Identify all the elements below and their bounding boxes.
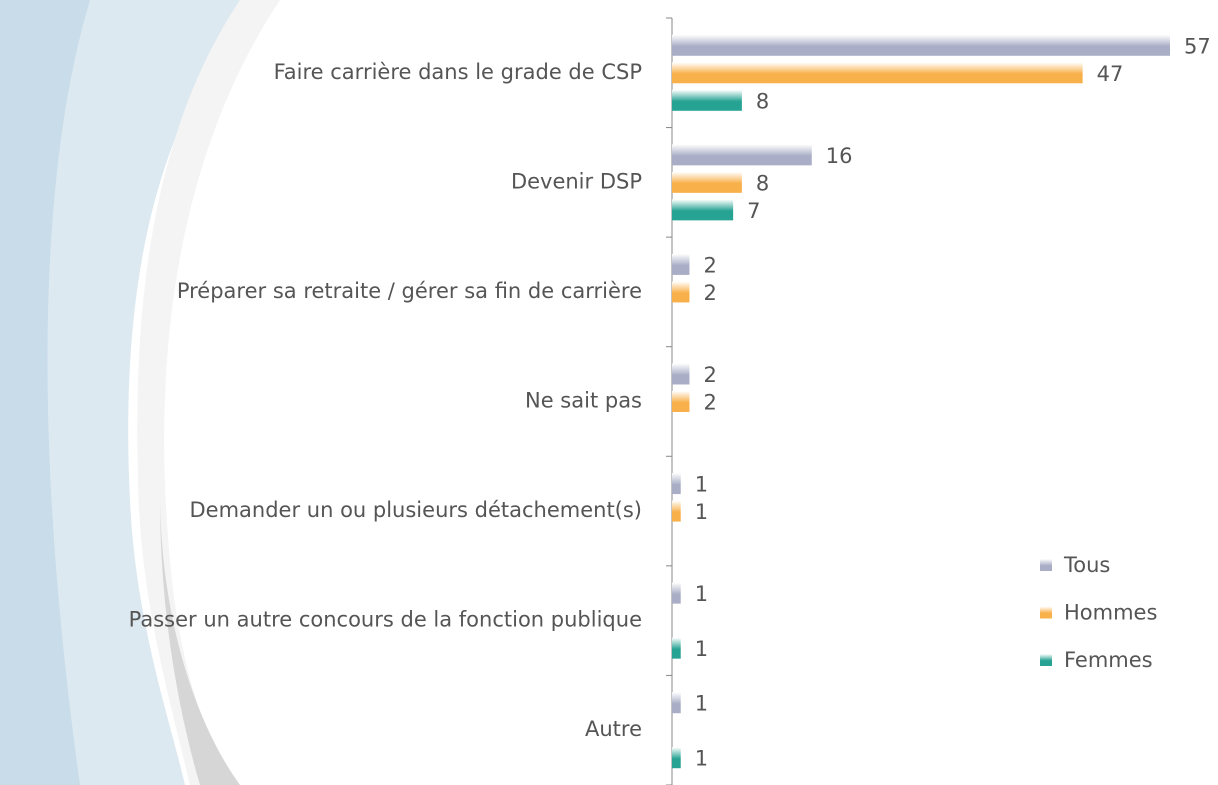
legend-marker	[1040, 654, 1052, 666]
category-label: Ne sait pas	[525, 389, 642, 413]
value-label: 1	[695, 473, 708, 497]
category-label: Faire carrière dans le grade de CSP	[274, 60, 642, 84]
bar	[672, 253, 690, 275]
category-label: Passer un autre concours de la fonction …	[129, 608, 642, 632]
value-label: 1	[695, 692, 708, 716]
legend-label: Femmes	[1064, 648, 1153, 672]
value-label: 47	[1097, 62, 1124, 86]
value-label: 2	[703, 363, 716, 387]
background-decoration	[0, 0, 280, 785]
bar	[672, 34, 1170, 56]
bar	[672, 391, 690, 412]
category-label: Demander un ou plusieurs détachement(s)	[189, 498, 642, 522]
value-label: 16	[826, 144, 853, 168]
bar	[672, 89, 742, 111]
legend-label: Hommes	[1064, 601, 1157, 625]
legend-marker	[1040, 559, 1052, 571]
value-label: 57	[1184, 34, 1211, 58]
value-label: 8	[756, 89, 769, 113]
bar	[672, 747, 681, 769]
bar	[672, 281, 690, 303]
category-label: Préparer sa retraite / gérer sa fin de c…	[177, 279, 642, 303]
bar	[672, 473, 681, 495]
bar	[672, 171, 742, 193]
value-label: 1	[695, 637, 708, 661]
legend-marker	[1040, 606, 1052, 619]
bar	[672, 363, 690, 385]
value-label: 8	[756, 171, 769, 195]
value-label: 1	[695, 582, 708, 606]
bar	[672, 144, 812, 166]
bar	[672, 637, 681, 659]
value-label: 2	[703, 253, 716, 277]
bar	[672, 500, 681, 522]
value-label: 1	[695, 500, 708, 524]
value-label: 7	[747, 199, 760, 223]
bar	[672, 199, 734, 221]
legend-label: Tous	[1063, 553, 1110, 577]
bar	[672, 582, 681, 604]
value-label: 2	[703, 281, 716, 305]
value-label: 2	[703, 391, 716, 415]
category-label: Devenir DSP	[511, 169, 642, 193]
bar	[672, 62, 1083, 84]
bar	[672, 692, 681, 714]
category-label: Autre	[585, 717, 642, 741]
value-label: 1	[695, 747, 708, 771]
